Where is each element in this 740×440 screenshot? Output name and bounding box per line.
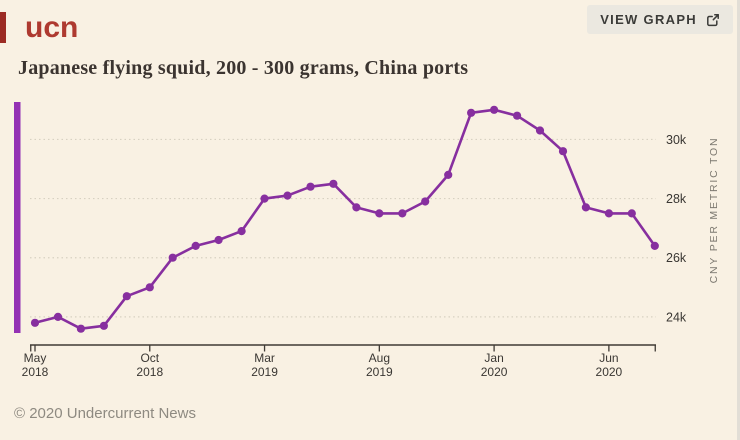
x-tick-year: 2018 — [136, 365, 163, 379]
x-tick-month: Mar — [254, 351, 275, 365]
ucn-logo-text: ucn — [25, 11, 79, 44]
data-point[interactable] — [490, 105, 499, 114]
data-point[interactable] — [306, 182, 315, 191]
data-point[interactable] — [329, 179, 338, 188]
data-point[interactable] — [145, 283, 154, 292]
y-axis-title: CNY PER METRIC TON — [708, 137, 720, 284]
data-point[interactable] — [398, 209, 407, 218]
x-tick-year: 2020 — [481, 365, 508, 379]
data-point[interactable] — [122, 292, 131, 301]
x-tick-year: 2020 — [596, 365, 623, 379]
ucn-logo[interactable]: ucn — [0, 12, 78, 43]
x-tick-year: 2019 — [366, 365, 393, 379]
data-point[interactable] — [581, 203, 591, 212]
data-point[interactable] — [237, 227, 246, 236]
data-point[interactable] — [513, 111, 522, 120]
x-tick-year: 2019 — [251, 365, 278, 379]
right-edge-strip — [737, 0, 740, 440]
x-tick-month: Aug — [369, 351, 390, 365]
data-point[interactable] — [627, 209, 636, 218]
x-tick-month: Jun — [599, 351, 618, 365]
view-graph-button[interactable]: VIEW GRAPH — [587, 5, 733, 34]
data-point[interactable] — [191, 241, 200, 250]
data-point[interactable] — [558, 147, 568, 156]
x-tick-month: May — [24, 351, 47, 365]
data-point[interactable] — [604, 209, 614, 218]
data-point[interactable] — [650, 241, 659, 250]
data-point[interactable] — [30, 318, 40, 327]
price-line-chart-svg: 24k26k28k30kMay2018Oct2018Mar2019Aug2019… — [14, 102, 720, 379]
data-point[interactable] — [168, 253, 177, 262]
data-point[interactable] — [76, 324, 85, 333]
data-point[interactable] — [53, 312, 63, 321]
copyright: © 2020 Undercurrent News — [14, 405, 196, 422]
data-point[interactable] — [421, 197, 430, 206]
price-chart: 24k 26k 28k 30k May 2018 Oct 2018 Mar 2019 Aug 2019… — [0, 90, 740, 395]
external-link-icon — [707, 13, 719, 26]
data-point[interactable] — [99, 321, 108, 330]
data-point[interactable] — [283, 191, 292, 200]
data-point[interactable] — [535, 126, 545, 135]
ucn-logo-bar — [0, 12, 6, 43]
y-tick-label: 30k — [666, 133, 687, 147]
y-tick-label: 24k — [666, 310, 687, 324]
price-series-line — [33, 108, 657, 330]
y-axis-highlight-bar — [14, 102, 21, 333]
data-point[interactable] — [444, 170, 453, 179]
view-graph-label: VIEW GRAPH — [600, 12, 697, 27]
x-tick-year: 2018 — [22, 365, 49, 379]
y-tick-label: 28k — [666, 192, 687, 206]
x-tick-month: Jan — [484, 351, 503, 365]
x-tick-month: Oct — [140, 351, 159, 365]
data-point[interactable] — [375, 209, 384, 218]
data-point[interactable] — [214, 235, 223, 245]
data-point[interactable] — [467, 108, 476, 117]
data-point[interactable] — [260, 194, 269, 203]
data-point[interactable] — [352, 203, 361, 212]
y-tick-label: 26k — [666, 251, 687, 265]
chart-title: Japanese flying squid, 200 - 300 grams, … — [18, 57, 469, 79]
